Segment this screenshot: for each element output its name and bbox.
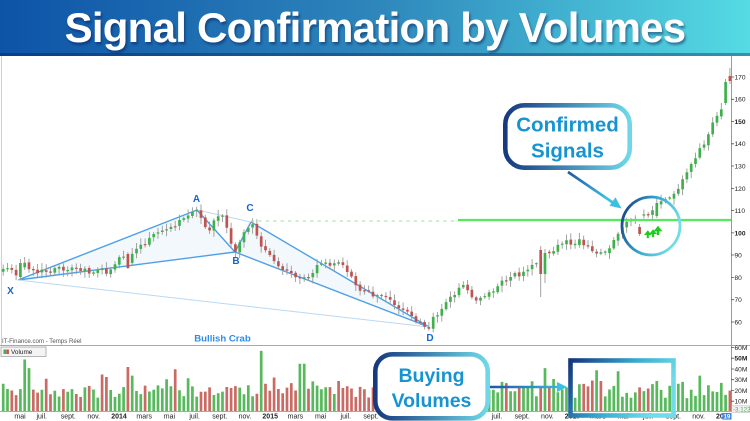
- svg-text:170: 170: [735, 74, 746, 81]
- svg-text:mai: mai: [164, 414, 176, 421]
- svg-text:-3.122%: -3.122%: [733, 406, 750, 413]
- svg-text:90: 90: [735, 252, 743, 259]
- svg-text:sept.: sept.: [61, 414, 76, 421]
- svg-text:80: 80: [735, 275, 743, 282]
- svg-text:B: B: [232, 256, 239, 267]
- svg-text:Bullish Crab: Bullish Crab: [194, 334, 251, 345]
- svg-text:19: 19: [723, 413, 730, 420]
- svg-text:30M: 30M: [735, 377, 748, 384]
- svg-text:sept.: sept.: [363, 414, 378, 421]
- svg-text:nov.: nov.: [239, 414, 252, 421]
- svg-text:140: 140: [735, 141, 746, 148]
- svg-text:nov.: nov.: [541, 414, 554, 421]
- svg-text:Volume: Volume: [11, 349, 33, 356]
- svg-text:Confirmed: Confirmed: [516, 114, 619, 137]
- svg-text:juil.: juil.: [491, 414, 503, 421]
- svg-text:Buying: Buying: [398, 365, 464, 387]
- svg-text:60M: 60M: [735, 345, 748, 352]
- svg-text:60: 60: [735, 319, 743, 326]
- svg-text:mars: mars: [136, 414, 152, 421]
- svg-text:nov.: nov.: [87, 414, 100, 421]
- svg-text:130: 130: [735, 163, 746, 170]
- svg-text:2015: 2015: [262, 414, 278, 421]
- svg-text:C: C: [246, 203, 253, 214]
- svg-text:20M: 20M: [735, 388, 748, 395]
- svg-text:IT-Finance.com - Temps Réel: IT-Finance.com - Temps Réel: [2, 338, 81, 345]
- svg-text:110: 110: [735, 208, 746, 215]
- svg-text:D: D: [426, 333, 433, 344]
- svg-text:mars: mars: [288, 414, 304, 421]
- svg-text:2014: 2014: [111, 414, 127, 421]
- svg-text:mai: mai: [315, 414, 327, 421]
- svg-text:juil.: juil.: [35, 414, 47, 421]
- svg-text:A: A: [193, 194, 200, 205]
- svg-text:50M: 50M: [735, 356, 748, 363]
- svg-text:mai: mai: [14, 414, 26, 421]
- svg-text:160: 160: [735, 97, 746, 104]
- svg-text:juil.: juil.: [188, 414, 200, 421]
- svg-text:Signals: Signals: [531, 140, 604, 163]
- svg-text:120: 120: [735, 186, 746, 193]
- svg-text:150: 150: [735, 119, 746, 126]
- svg-text:Volumes: Volumes: [392, 390, 472, 412]
- svg-text:100: 100: [735, 230, 746, 237]
- svg-text:sept.: sept.: [515, 414, 530, 421]
- svg-text:40M: 40M: [735, 366, 748, 373]
- svg-text:10M: 10M: [735, 399, 748, 406]
- svg-text:nov.: nov.: [692, 414, 705, 421]
- svg-text:sept.: sept.: [212, 414, 227, 421]
- svg-text:70: 70: [735, 297, 743, 304]
- svg-text:X: X: [7, 286, 14, 297]
- svg-text:juil.: juil.: [340, 414, 352, 421]
